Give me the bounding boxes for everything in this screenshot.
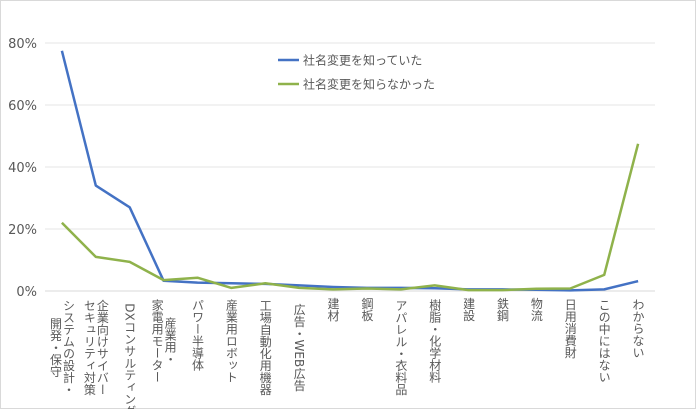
x-tick-label: この中にはない xyxy=(597,299,611,383)
series-line-1 xyxy=(61,143,640,292)
legend-item: 社名変更を知らなかった xyxy=(278,77,435,92)
legend-item: 社名変更を知っていた xyxy=(278,53,422,68)
x-tick-label-line: 産業用ロボット xyxy=(224,298,238,383)
x-tick-label: 物流 xyxy=(529,297,543,321)
x-tick-label: 工場自動化用機器 xyxy=(258,299,272,396)
x-tick-label-line: わからない xyxy=(631,298,645,358)
x-tick-label-line: 鉄鋼 xyxy=(496,296,510,321)
y-tick-label: 20% xyxy=(8,223,37,238)
x-tick-label-line: パワー半導体 xyxy=(191,298,205,371)
legend-label: 社名変更を知らなかった xyxy=(303,77,435,92)
x-tick-label: 鉄鋼 xyxy=(496,296,510,321)
x-tick-label: 建材 xyxy=(326,297,340,321)
x-tick-label-line: システムの設計・ xyxy=(61,299,75,395)
x-tick-label: 産業用・家電用モーター xyxy=(150,298,177,383)
x-tick-label: 樹脂・化学材料 xyxy=(428,299,442,383)
x-tick-label: 産業用ロボット xyxy=(224,298,238,383)
y-tick-label: 80% xyxy=(8,37,37,52)
x-tick-label-line: 家電用モーター xyxy=(150,298,164,383)
x-tick-label-line: セキュリティ対策 xyxy=(82,299,96,395)
x-tick-label-line: この中にはない xyxy=(597,299,611,383)
x-tick-label: パワー半導体 xyxy=(191,298,205,371)
x-axis: システムの設計・開発・保守 企業向けサイバーセキュリティ対策 DXコンサルティング産… xyxy=(48,296,645,409)
y-tick-label: 0% xyxy=(16,285,37,300)
x-tick-label-line: 鋼板 xyxy=(360,297,374,322)
x-tick-label-line: 日用消費財 xyxy=(563,299,577,359)
legend-label: 社名変更を知っていた xyxy=(303,53,422,68)
x-tick-label-line: 樹脂・化学材料 xyxy=(428,299,442,383)
x-tick-label-line: DXコンサルティング xyxy=(123,303,137,409)
x-tick-label-line: 広告・WEB広告 xyxy=(292,303,306,391)
x-tick-label: わからない xyxy=(631,298,645,358)
x-tick-label: アパレル・衣料品 xyxy=(394,299,408,395)
x-tick-label: 日用消費財 xyxy=(563,299,577,359)
x-tick-label-line: 建設 xyxy=(462,297,476,321)
x-tick-label-line: 産業用・ xyxy=(163,316,177,365)
series-lines xyxy=(60,50,640,292)
x-tick-label: 広告・WEB広告 xyxy=(292,303,306,391)
x-tick-label-line: 企業向けサイバー xyxy=(95,298,109,395)
x-tick-label: 鋼板 xyxy=(360,297,374,322)
x-tick-label-line: 開発・保守 xyxy=(48,317,62,377)
y-axis: 0% 20% 40% 60% 80% xyxy=(8,37,37,300)
y-tick-label: 40% xyxy=(8,161,37,176)
x-tick-label: システムの設計・開発・保守 xyxy=(48,299,75,395)
x-tick-label: DXコンサルティング xyxy=(123,303,137,409)
x-tick-label-line: 物流 xyxy=(529,297,543,321)
x-tick-label-line: アパレル・衣料品 xyxy=(394,299,408,395)
x-tick-label: 建設 xyxy=(462,297,476,321)
x-tick-label-line: 工場自動化用機器 xyxy=(258,299,272,396)
x-tick-label-line: 建材 xyxy=(326,297,340,321)
y-tick-label: 60% xyxy=(8,99,37,114)
